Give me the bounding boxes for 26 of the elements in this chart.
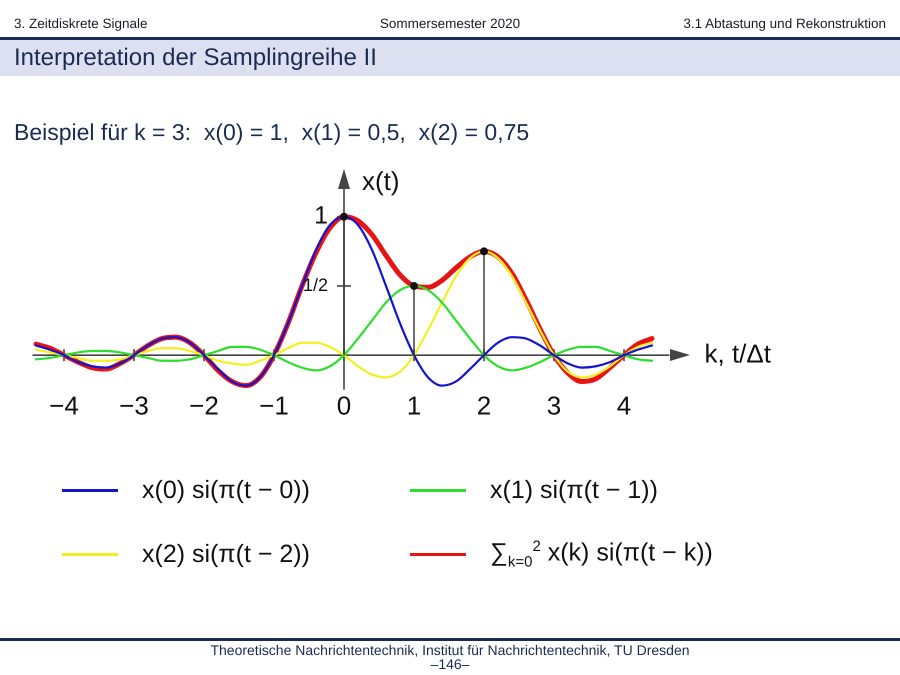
legend-label: x(0) si(π(t − 0)) [142,476,310,504]
x-tick-label: 2 [476,390,492,421]
point [410,282,418,290]
x-axis-title: k, t/Δt [704,338,772,368]
text: Sommersemester 2020 [380,16,520,31]
chart-title: Interpretation der Samplingreihe II [14,44,377,71]
legend-label: ∑$_{k=0}$$^{2}$ x(k) si(π(t − k)) [490,538,713,570]
text: –146– [430,656,470,672]
x-tick-label: 4 [616,390,632,421]
chart-subtitle: Beispiel für k = 3: x(0) = 1, x(1) = 0,5, x(2) = 0,75 [14,119,530,145]
text: 3. Zeitdiskrete Signale [14,16,148,31]
y-axis-title: x(t) [362,166,400,196]
x-tick-label: 0 [336,390,352,421]
point [340,212,348,221]
y-tick-label: 1/2 [302,274,328,295]
legend-label: x(2) si(π(t − 2)) [142,540,310,568]
x-tick-label: 3 [546,390,562,421]
x-tick-label: −2 [189,390,219,421]
x-tick-label: −4 [49,390,79,421]
x-tick-label: −3 [119,390,149,421]
x-tick-label: 1 [406,390,422,421]
point [480,247,488,256]
x-tick-label: −1 [259,390,289,421]
text: Theoretische Nachrichtentechnik, Institut für Nachrichtentechnik, TU Dresden [210,642,690,658]
text: 3.1 Abtastung und Rekonstruktion [683,16,886,31]
legend-label: x(1) si(π(t − 1)) [490,476,658,504]
